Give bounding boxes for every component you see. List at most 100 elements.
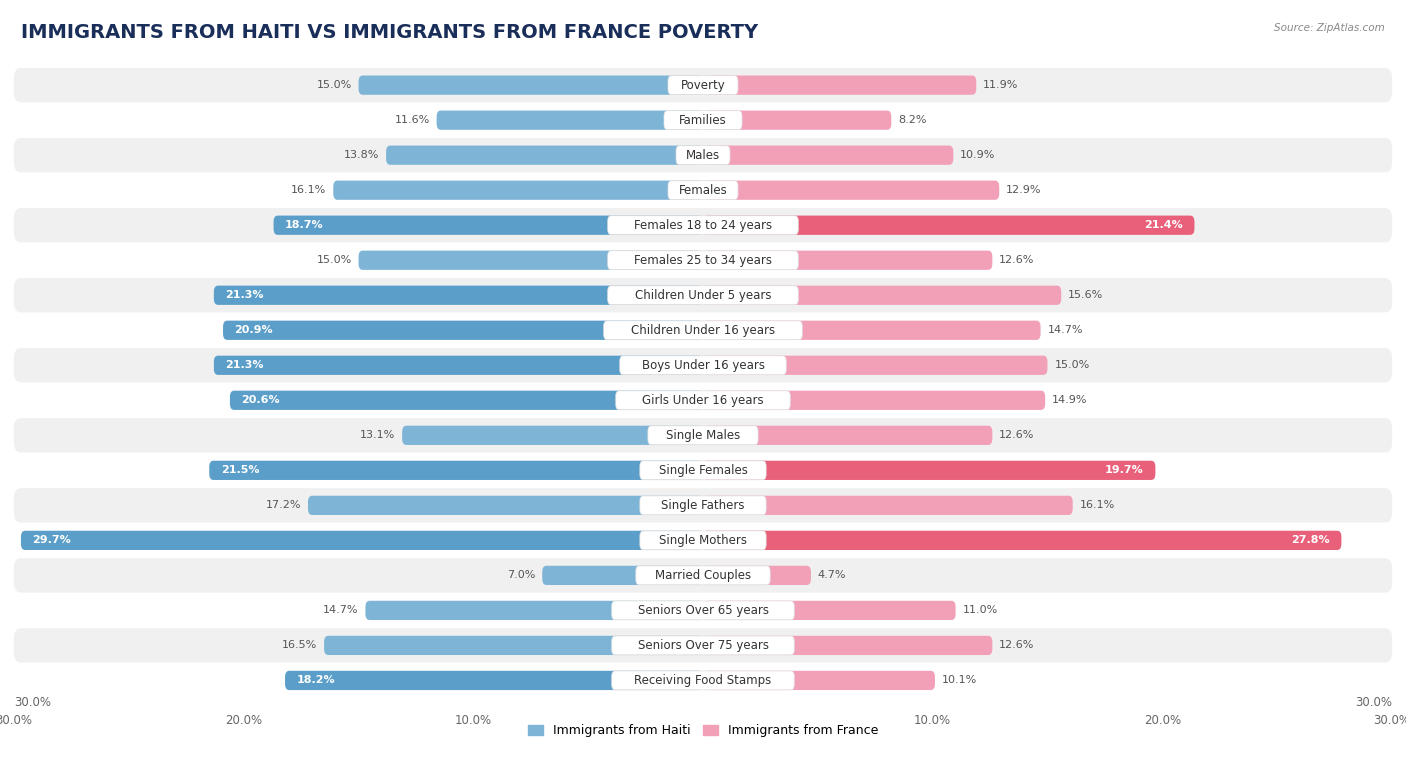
- Text: Girls Under 16 years: Girls Under 16 years: [643, 394, 763, 407]
- Text: 15.6%: 15.6%: [1069, 290, 1104, 300]
- Text: 14.9%: 14.9%: [1052, 396, 1088, 406]
- FancyBboxPatch shape: [703, 565, 811, 585]
- FancyBboxPatch shape: [664, 111, 742, 130]
- FancyBboxPatch shape: [703, 671, 935, 690]
- Text: 21.3%: 21.3%: [225, 360, 264, 370]
- FancyBboxPatch shape: [703, 251, 993, 270]
- FancyBboxPatch shape: [14, 663, 1392, 697]
- FancyBboxPatch shape: [703, 426, 993, 445]
- Text: 15.0%: 15.0%: [316, 255, 352, 265]
- FancyBboxPatch shape: [209, 461, 703, 480]
- FancyBboxPatch shape: [607, 251, 799, 270]
- FancyBboxPatch shape: [14, 558, 1392, 593]
- Text: 16.1%: 16.1%: [1080, 500, 1115, 510]
- Text: Females 25 to 34 years: Females 25 to 34 years: [634, 254, 772, 267]
- Text: 14.7%: 14.7%: [323, 606, 359, 615]
- Text: 27.8%: 27.8%: [1291, 535, 1330, 545]
- FancyBboxPatch shape: [703, 180, 1000, 200]
- FancyBboxPatch shape: [308, 496, 703, 515]
- Text: Families: Families: [679, 114, 727, 127]
- FancyBboxPatch shape: [703, 461, 1156, 480]
- Text: 4.7%: 4.7%: [818, 570, 846, 581]
- Text: Married Couples: Married Couples: [655, 569, 751, 582]
- FancyBboxPatch shape: [14, 243, 1392, 277]
- Text: 11.0%: 11.0%: [963, 606, 998, 615]
- Text: Poverty: Poverty: [681, 79, 725, 92]
- FancyBboxPatch shape: [640, 531, 766, 550]
- FancyBboxPatch shape: [274, 215, 703, 235]
- FancyBboxPatch shape: [703, 286, 1062, 305]
- Text: 30.0%: 30.0%: [14, 696, 51, 709]
- FancyBboxPatch shape: [543, 565, 703, 585]
- FancyBboxPatch shape: [616, 391, 790, 410]
- FancyBboxPatch shape: [323, 636, 703, 655]
- FancyBboxPatch shape: [14, 594, 1392, 628]
- Text: 18.2%: 18.2%: [297, 675, 335, 685]
- Text: 15.0%: 15.0%: [316, 80, 352, 90]
- Text: 7.0%: 7.0%: [508, 570, 536, 581]
- FancyBboxPatch shape: [14, 628, 1392, 662]
- FancyBboxPatch shape: [14, 138, 1392, 172]
- Text: Seniors Over 65 years: Seniors Over 65 years: [637, 604, 769, 617]
- Text: Single Fathers: Single Fathers: [661, 499, 745, 512]
- FancyBboxPatch shape: [387, 146, 703, 164]
- Text: 21.5%: 21.5%: [221, 465, 259, 475]
- FancyBboxPatch shape: [14, 278, 1392, 312]
- FancyBboxPatch shape: [14, 208, 1392, 243]
- Text: IMMIGRANTS FROM HAITI VS IMMIGRANTS FROM FRANCE POVERTY: IMMIGRANTS FROM HAITI VS IMMIGRANTS FROM…: [21, 23, 758, 42]
- Text: Boys Under 16 years: Boys Under 16 years: [641, 359, 765, 371]
- FancyBboxPatch shape: [14, 173, 1392, 208]
- FancyBboxPatch shape: [603, 321, 803, 340]
- Text: Children Under 16 years: Children Under 16 years: [631, 324, 775, 337]
- FancyBboxPatch shape: [14, 348, 1392, 383]
- Text: 16.1%: 16.1%: [291, 185, 326, 196]
- FancyBboxPatch shape: [366, 601, 703, 620]
- FancyBboxPatch shape: [14, 383, 1392, 418]
- Text: Single Mothers: Single Mothers: [659, 534, 747, 547]
- Legend: Immigrants from Haiti, Immigrants from France: Immigrants from Haiti, Immigrants from F…: [527, 725, 879, 738]
- FancyBboxPatch shape: [14, 313, 1392, 347]
- FancyBboxPatch shape: [668, 180, 738, 199]
- FancyBboxPatch shape: [703, 111, 891, 130]
- Text: Males: Males: [686, 149, 720, 161]
- Text: 20.6%: 20.6%: [242, 396, 280, 406]
- FancyBboxPatch shape: [285, 671, 703, 690]
- Text: 18.7%: 18.7%: [285, 221, 323, 230]
- FancyBboxPatch shape: [703, 215, 1195, 235]
- FancyBboxPatch shape: [636, 566, 770, 585]
- FancyBboxPatch shape: [640, 496, 766, 515]
- FancyBboxPatch shape: [14, 103, 1392, 137]
- Text: 30.0%: 30.0%: [1355, 696, 1392, 709]
- FancyBboxPatch shape: [214, 356, 703, 375]
- Text: 21.4%: 21.4%: [1144, 221, 1182, 230]
- Text: 11.6%: 11.6%: [395, 115, 430, 125]
- FancyBboxPatch shape: [640, 461, 766, 480]
- FancyBboxPatch shape: [607, 216, 799, 235]
- FancyBboxPatch shape: [437, 111, 703, 130]
- Text: Single Females: Single Females: [658, 464, 748, 477]
- FancyBboxPatch shape: [359, 251, 703, 270]
- FancyBboxPatch shape: [703, 356, 1047, 375]
- FancyBboxPatch shape: [703, 531, 1341, 550]
- FancyBboxPatch shape: [607, 286, 799, 305]
- FancyBboxPatch shape: [612, 601, 794, 620]
- FancyBboxPatch shape: [333, 180, 703, 200]
- FancyBboxPatch shape: [14, 418, 1392, 453]
- FancyBboxPatch shape: [703, 146, 953, 164]
- Text: 11.9%: 11.9%: [983, 80, 1018, 90]
- Text: 12.6%: 12.6%: [1000, 431, 1035, 440]
- Text: Females: Females: [679, 183, 727, 196]
- Text: Females 18 to 24 years: Females 18 to 24 years: [634, 219, 772, 232]
- Text: 10.9%: 10.9%: [960, 150, 995, 160]
- Text: 8.2%: 8.2%: [898, 115, 927, 125]
- Text: Single Males: Single Males: [666, 429, 740, 442]
- Text: 12.6%: 12.6%: [1000, 641, 1035, 650]
- Text: 13.1%: 13.1%: [360, 431, 395, 440]
- Text: 19.7%: 19.7%: [1105, 465, 1144, 475]
- FancyBboxPatch shape: [648, 426, 758, 445]
- FancyBboxPatch shape: [14, 68, 1392, 102]
- FancyBboxPatch shape: [14, 453, 1392, 487]
- FancyBboxPatch shape: [612, 671, 794, 690]
- FancyBboxPatch shape: [214, 286, 703, 305]
- Text: 12.9%: 12.9%: [1007, 185, 1042, 196]
